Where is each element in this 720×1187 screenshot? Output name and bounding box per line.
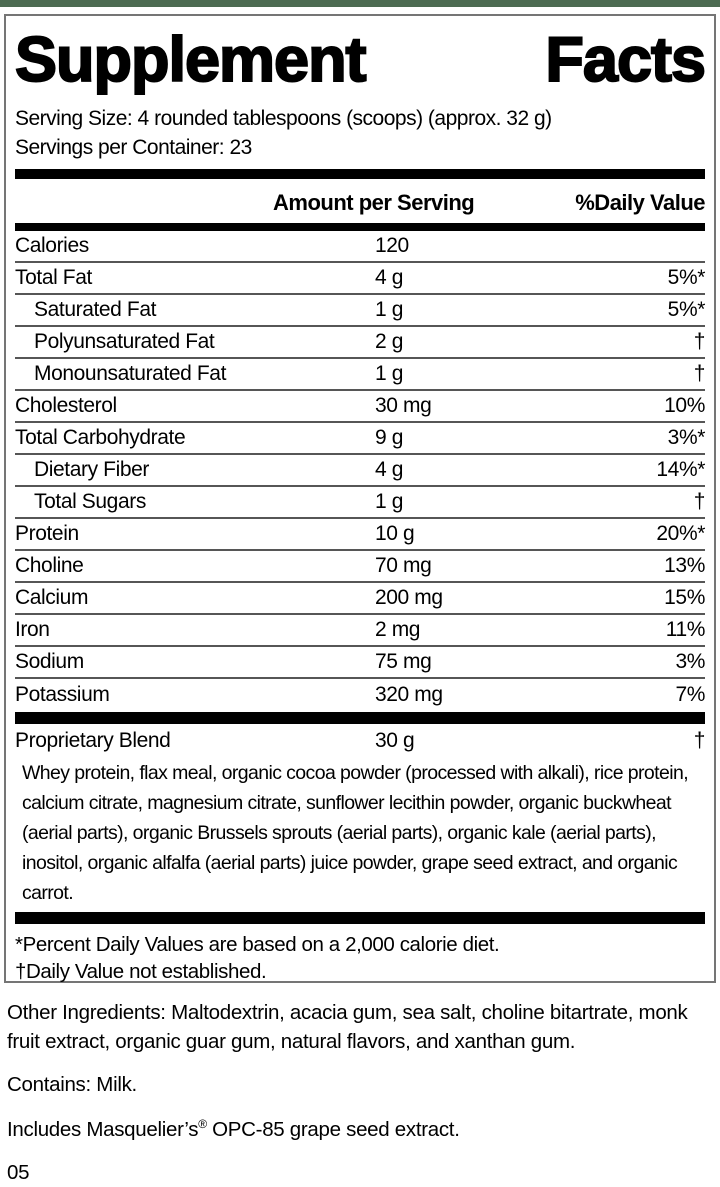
- nutrient-daily-value: 10%: [664, 394, 705, 417]
- registered-trademark-symbol: ®: [198, 1117, 207, 1132]
- nutrients-table: Calories 120 Total Fat 4 g 5%* Saturated Fat 1…: [15, 231, 705, 711]
- proprietary-blend-daily-value: †: [693, 729, 706, 752]
- nutrient-row: Cholesterol 30 mg 10%: [15, 391, 705, 423]
- nutrient-daily-value: 3%: [675, 650, 705, 673]
- nutrient-daily-value: †: [693, 490, 706, 513]
- serving-size-line: Serving Size: 4 rounded tablespoons (sco…: [15, 107, 552, 130]
- nutrient-row: Calories 120: [15, 231, 705, 263]
- nutrient-row: Iron 2 mg 11%: [15, 615, 705, 647]
- nutrient-row: Monounsaturated Fat 1 g †: [15, 359, 705, 391]
- title-word-supplement: Supplement: [14, 25, 368, 95]
- servings-per-container-line: Servings per Container: 23: [15, 136, 252, 159]
- nutrient-amount: 10 g: [375, 522, 415, 545]
- nutrient-amount: 1 g: [375, 362, 403, 385]
- nutrient-label: Calcium: [15, 586, 89, 609]
- nutrient-label: Monounsaturated Fat: [34, 362, 227, 385]
- nutrient-amount: 4 g: [375, 458, 403, 481]
- below-panel-text: Other Ingredients: Maltodextrin, acacia …: [7, 998, 715, 1187]
- nutrient-row: Sodium 75 mg 3%: [15, 647, 705, 679]
- nutrient-label: Cholesterol: [15, 394, 117, 417]
- nutrient-amount: 120: [375, 234, 409, 257]
- nutrient-amount: 200 mg: [375, 586, 443, 609]
- other-ingredients-text: Other Ingredients: Maltodextrin, acacia …: [7, 1001, 688, 1053]
- nutrient-row: Saturated Fat 1 g 5%*: [15, 295, 705, 327]
- nutrient-daily-value: 20%*: [656, 522, 705, 545]
- top-green-bar: [0, 0, 720, 7]
- nutrient-amount: 320 mg: [375, 683, 443, 706]
- nutrient-label: Total Sugars: [34, 490, 146, 513]
- nutrient-amount: 4 g: [375, 266, 403, 289]
- nutrient-daily-value: †: [693, 330, 706, 353]
- proprietary-blend-description: Whey protein, flax meal, organic cocoa p…: [22, 762, 689, 904]
- nutrient-label: Dietary Fiber: [34, 458, 149, 481]
- nutrient-label: Potassium: [15, 683, 110, 706]
- column-header-row: Amount per Serving %Daily Value: [15, 179, 705, 223]
- nutrient-daily-value: 13%: [664, 554, 705, 577]
- nutrient-amount: 1 g: [375, 298, 403, 321]
- nutrient-daily-value: 3%*: [667, 426, 706, 449]
- nutrient-amount: 2 g: [375, 330, 403, 353]
- nutrient-amount: 2 mg: [375, 618, 421, 641]
- nutrient-amount: 1 g: [375, 490, 403, 513]
- thick-divider-footnotes: [15, 912, 705, 924]
- nutrient-label: Saturated Fat: [34, 298, 157, 321]
- nutrient-row: Total Sugars 1 g †: [15, 487, 705, 519]
- supplement-facts-panel: Supplement Facts Serving Size: 4 rounded…: [4, 14, 716, 983]
- proprietary-blend-label: Proprietary Blend: [15, 729, 171, 752]
- nutrient-row: Dietary Fiber 4 g 14%*: [15, 455, 705, 487]
- includes-text: Includes Masquelier’s® OPC-85 grape seed…: [7, 1115, 715, 1144]
- nutrient-daily-value: †: [693, 362, 706, 385]
- thick-divider-blend: [15, 712, 705, 724]
- nutrient-row: Calcium 200 mg 15%: [15, 583, 705, 615]
- column-header-daily-value: %Daily Value: [575, 190, 705, 215]
- nutrient-row: Total Fat 4 g 5%*: [15, 263, 705, 295]
- footnotes: *Percent Daily Values are based on a 2,0…: [15, 931, 705, 985]
- serving-info: Serving Size: 4 rounded tablespoons (sco…: [15, 104, 705, 162]
- nutrient-label: Choline: [15, 554, 84, 577]
- nutrient-row: Choline 70 mg 13%: [15, 551, 705, 583]
- nutrient-amount: 9 g: [375, 426, 403, 449]
- contains-text: Contains: Milk.: [7, 1073, 137, 1096]
- footnote-percent-daily-value: *Percent Daily Values are based on a 2,0…: [15, 933, 500, 956]
- nutrient-row: Polyunsaturated Fat 2 g †: [15, 327, 705, 359]
- proprietary-blend-row: Proprietary Blend 30 g †: [15, 724, 705, 758]
- nutrient-label: Polyunsaturated Fat: [34, 330, 215, 353]
- nutrient-daily-value: 7%: [675, 683, 705, 706]
- title-word-facts: Facts: [544, 25, 707, 95]
- includes-prefix: Includes Masquelier’s: [7, 1118, 199, 1141]
- nutrient-label: Calories: [15, 234, 89, 257]
- nutrient-amount: 30 mg: [375, 394, 432, 417]
- nutrient-amount: 70 mg: [375, 554, 432, 577]
- page-title: Supplement Facts: [14, 25, 707, 95]
- thick-divider-top: [15, 169, 705, 179]
- column-header-amount: Amount per Serving: [273, 190, 475, 215]
- nutrient-label: Sodium: [15, 650, 84, 673]
- nutrient-row: Protein 10 g 20%*: [15, 519, 705, 551]
- proprietary-blend-amount: 30 g: [375, 729, 415, 752]
- includes-suffix: OPC-85 grape seed extract.: [206, 1118, 460, 1141]
- nutrient-amount: 75 mg: [375, 650, 432, 673]
- nutrient-label: Protein: [15, 522, 79, 545]
- nutrient-row: Potassium 320 mg 7%: [15, 679, 705, 711]
- nutrient-daily-value: 15%: [664, 586, 705, 609]
- nutrient-daily-value: 5%*: [667, 298, 706, 321]
- nutrient-daily-value: 5%*: [667, 266, 706, 289]
- thick-divider-header: [15, 223, 705, 231]
- product-code: 05: [7, 1161, 30, 1184]
- nutrient-daily-value: 11%: [665, 618, 706, 641]
- nutrient-label: Total Fat: [15, 266, 92, 289]
- nutrient-daily-value: 14%*: [656, 458, 705, 481]
- nutrient-label: Total Carbohydrate: [15, 426, 186, 449]
- nutrient-row: Total Carbohydrate 9 g 3%*: [15, 423, 705, 455]
- footnote-daily-value-not-established: †Daily Value not established.: [15, 960, 267, 983]
- nutrient-label: Iron: [15, 618, 50, 641]
